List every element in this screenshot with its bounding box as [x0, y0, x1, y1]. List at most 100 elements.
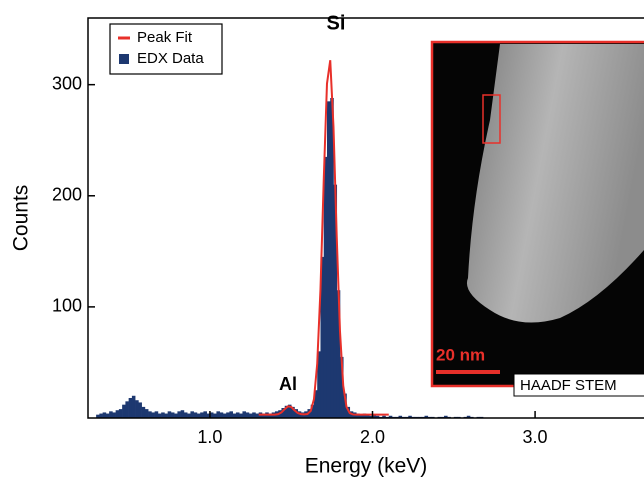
bar: [115, 410, 120, 418]
bar: [125, 401, 129, 418]
bar: [317, 351, 321, 418]
bar: [252, 412, 256, 418]
y-tick-label: 100: [52, 296, 82, 316]
bar: [356, 413, 360, 418]
bar: [245, 412, 250, 418]
bar: [102, 412, 107, 418]
bar: [193, 412, 198, 418]
bar: [177, 411, 181, 418]
bar: [359, 414, 364, 418]
bar: [209, 412, 214, 418]
legend-label: Peak Fit: [137, 29, 193, 46]
bar: [131, 395, 136, 418]
bar: [242, 411, 246, 418]
bar: [323, 156, 328, 418]
bar: [366, 414, 370, 418]
bar: [339, 356, 344, 418]
plot-area: [87, 17, 644, 419]
bar: [161, 412, 165, 418]
bar: [229, 411, 233, 418]
x-tick-label: 1.0: [197, 427, 222, 447]
bar: [187, 413, 191, 418]
y-tick-label: 300: [52, 73, 82, 93]
bar: [170, 412, 175, 418]
x-tick-label: 3.0: [523, 427, 548, 447]
bar: [144, 409, 149, 418]
nanowire: [466, 44, 644, 323]
legend-box: [109, 23, 223, 75]
annotation: Al: [279, 374, 297, 394]
bar: [320, 256, 325, 418]
bar: [196, 413, 201, 418]
bar: [138, 402, 142, 418]
annotation: Si: [327, 12, 346, 34]
bar: [375, 415, 380, 418]
legend-label: EDX Data: [137, 50, 204, 67]
bar: [444, 415, 448, 418]
x-axis-label: Energy (keV): [305, 455, 428, 478]
bar: [284, 405, 289, 418]
bar: [96, 414, 100, 418]
bar: [112, 412, 116, 418]
bar: [200, 412, 204, 418]
bar: [343, 393, 347, 418]
bar: [148, 411, 152, 418]
bar: [466, 415, 471, 418]
bar: [190, 411, 194, 418]
bar: [118, 409, 123, 418]
bar: [216, 411, 220, 418]
bar: [183, 412, 188, 418]
bar: [330, 98, 334, 418]
bar: [248, 413, 253, 418]
bar: [408, 415, 412, 418]
x-tick-label: 2.0: [360, 427, 385, 447]
bar: [287, 404, 292, 418]
bar: [268, 413, 273, 418]
bar: [226, 412, 230, 418]
bar: [174, 413, 178, 418]
bar: [232, 413, 237, 418]
y-tick-label: 200: [52, 185, 82, 205]
inset-label: HAADF STEM: [520, 377, 617, 394]
bar: [222, 413, 227, 418]
bar: [128, 398, 133, 418]
bar: [294, 409, 299, 418]
scale-label: 20 nm: [436, 345, 485, 364]
bar: [326, 101, 331, 418]
label-box: [513, 373, 644, 397]
axis-frame: [87, 17, 644, 419]
bar: [141, 406, 146, 418]
bar: [291, 406, 295, 418]
y-axis-label: Counts: [10, 185, 33, 252]
bar: [336, 290, 341, 418]
bar: [235, 412, 240, 418]
bar: [369, 415, 373, 418]
bar: [99, 413, 103, 418]
legend: Peak Fit EDX Data: [109, 23, 223, 75]
bar: [122, 404, 126, 418]
bar: [164, 413, 168, 418]
bar: [180, 410, 185, 418]
bar: [219, 412, 224, 418]
bar: [382, 415, 386, 418]
bar: [154, 411, 159, 418]
bar: [333, 184, 338, 418]
bar: [281, 408, 286, 418]
inset: 20 nm HAADF STEM: [430, 40, 644, 397]
bar: [372, 414, 377, 418]
bar: [310, 404, 315, 418]
bar: [203, 411, 207, 418]
bar: [424, 415, 429, 418]
bar: [213, 413, 217, 418]
bar: [105, 413, 110, 418]
fit-line: [258, 60, 389, 416]
bar: [388, 415, 393, 418]
bar: [362, 413, 367, 418]
bar: [206, 413, 211, 418]
bar: [151, 412, 155, 418]
bar: [398, 415, 403, 418]
bar: [239, 413, 243, 418]
bar: [261, 413, 266, 418]
bar: [167, 411, 172, 418]
